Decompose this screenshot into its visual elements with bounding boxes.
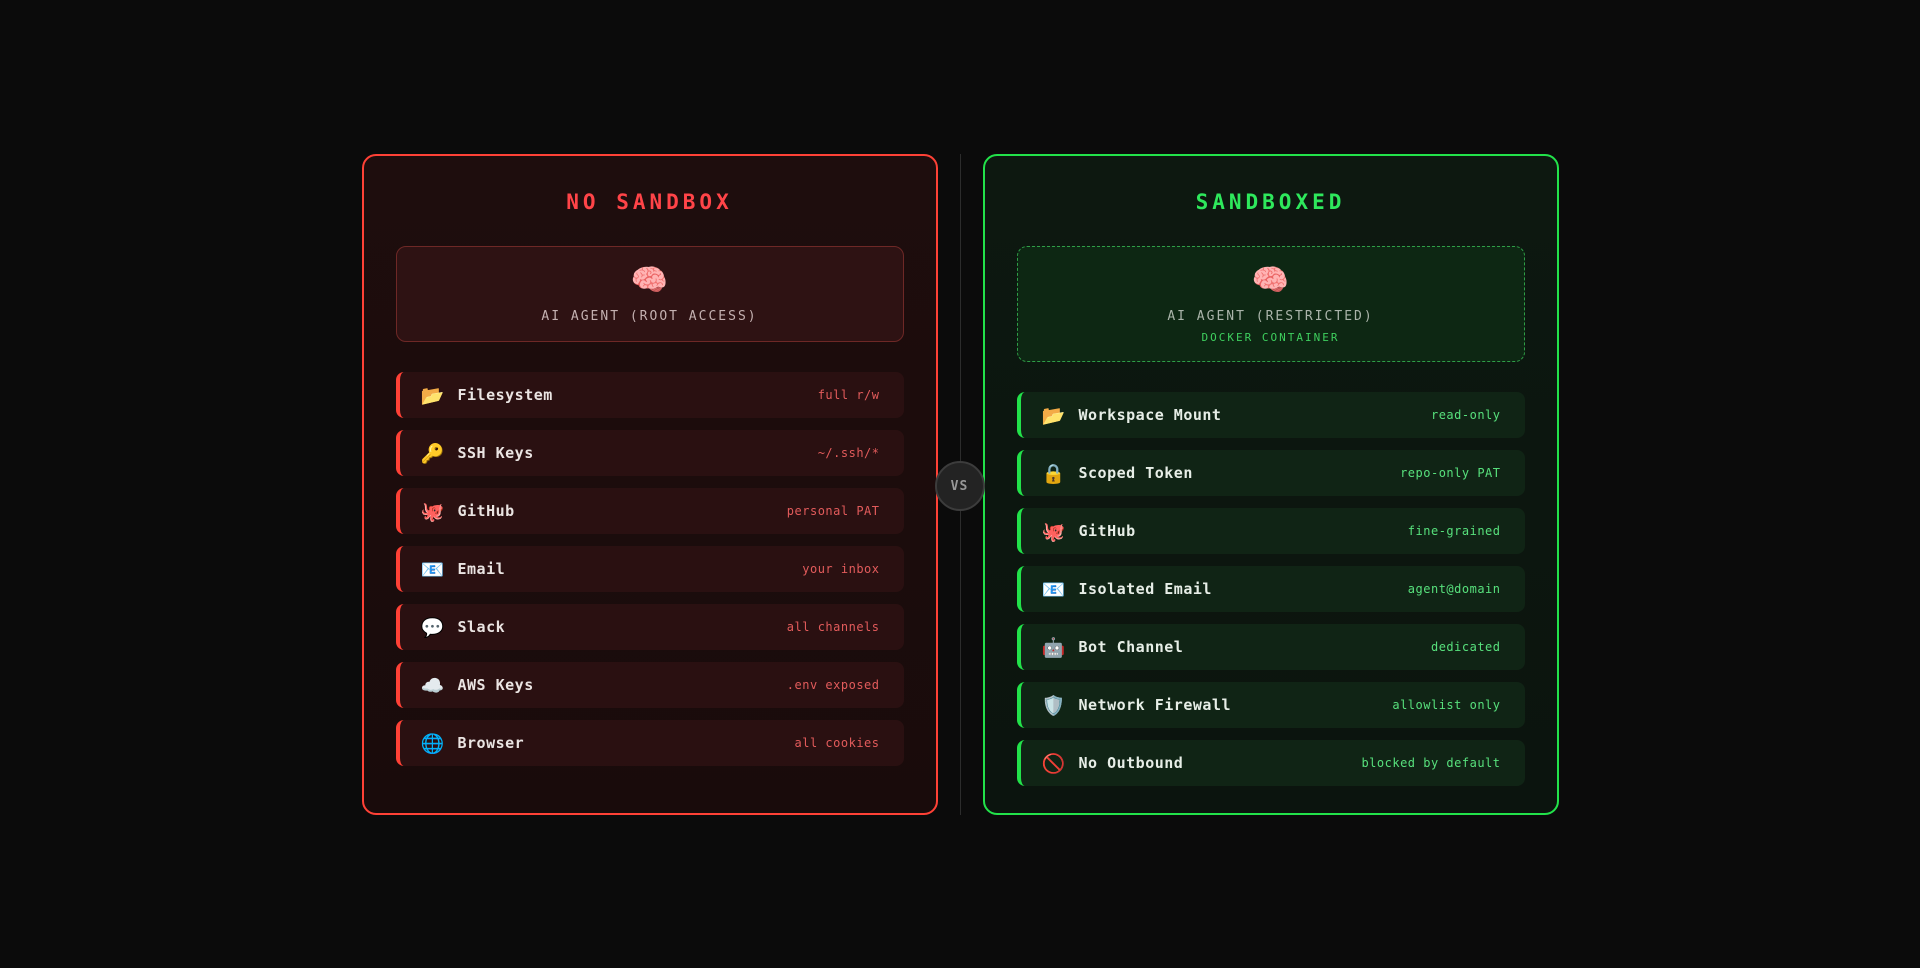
access-row: 📂 Workspace Mount read-only <box>1016 392 1525 438</box>
sandboxed-access-list: 📂 Workspace Mount read-only 🔒 Scoped Tok… <box>1016 392 1525 786</box>
robot-icon: 🤖 <box>1041 636 1066 659</box>
no-sandbox-title: NO SANDBOX <box>566 190 733 214</box>
access-row-label: Workspace Mount <box>1078 406 1222 424</box>
access-row: 🚫 No Outbound blocked by default <box>1016 740 1525 786</box>
access-row-value: your inbox <box>802 562 880 576</box>
access-row: 💬 Slack all channels <box>395 604 904 650</box>
access-row-value: allowlist only <box>1392 698 1501 712</box>
access-row-label: Bot Channel <box>1078 638 1184 656</box>
folder-icon: 📂 <box>1041 404 1066 427</box>
access-row-value: .env exposed <box>786 678 880 692</box>
sandboxed-panel: SANDBOXED 🧠 AI AGENT (RESTRICTED) DOCKER… <box>982 154 1559 815</box>
access-row-label: Slack <box>457 618 506 636</box>
octopus-icon: 🐙 <box>1041 520 1066 543</box>
access-row: 🌐 Browser all cookies <box>395 720 904 766</box>
lock-icon: 🔒 <box>1041 462 1066 485</box>
access-row-label: Browser <box>457 734 525 752</box>
access-row-label: GitHub <box>457 502 515 520</box>
globe-icon: 🌐 <box>420 732 445 755</box>
access-row: 🔒 Scoped Token repo-only PAT <box>1016 450 1525 496</box>
access-row-value: ~/.ssh/* <box>817 446 880 460</box>
cloud-icon: ☁️ <box>420 674 445 697</box>
folder-icon: 📂 <box>420 384 445 407</box>
email-icon: 📧 <box>420 558 445 581</box>
agent-card-title: AI AGENT (RESTRICTED) <box>1167 309 1374 324</box>
access-row: 📂 Filesystem full r/w <box>395 372 904 418</box>
access-row-value: repo-only PAT <box>1400 466 1501 480</box>
access-row-label: GitHub <box>1078 522 1136 540</box>
access-row: 🔑 SSH Keys ~/.ssh/* <box>395 430 904 476</box>
access-row-label: Email <box>457 560 506 578</box>
access-row-label: Scoped Token <box>1078 464 1193 482</box>
access-row-label: SSH Keys <box>457 444 534 462</box>
access-row: 🐙 GitHub personal PAT <box>395 488 904 534</box>
agent-card-root-access: 🧠 AI AGENT (ROOT ACCESS) <box>395 246 904 342</box>
access-row-label: Isolated Email <box>1078 580 1212 598</box>
docker-container-subtitle: DOCKER CONTAINER <box>1201 331 1340 344</box>
access-row-value: agent@domain <box>1407 582 1501 596</box>
octopus-icon: 🐙 <box>420 500 445 523</box>
access-row-value: read-only <box>1430 408 1501 422</box>
access-row: 📧 Email your inbox <box>395 546 904 592</box>
access-row-value: dedicated <box>1430 640 1501 654</box>
access-row-label: No Outbound <box>1078 754 1184 772</box>
access-row: 🛡️ Network Firewall allowlist only <box>1016 682 1525 728</box>
access-row-value: fine-grained <box>1407 524 1501 538</box>
access-row: 📧 Isolated Email agent@domain <box>1016 566 1525 612</box>
access-row: 🤖 Bot Channel dedicated <box>1016 624 1525 670</box>
access-row-value: personal PAT <box>786 504 880 518</box>
sandboxed-title: SANDBOXED <box>1195 190 1346 214</box>
agent-card-title: AI AGENT (ROOT ACCESS) <box>541 309 758 324</box>
speech-balloon-icon: 💬 <box>420 616 445 639</box>
key-icon: 🔑 <box>420 442 445 465</box>
access-row-value: all cookies <box>794 736 880 750</box>
no-sandbox-access-list: 📂 Filesystem full r/w 🔑 SSH Keys ~/.ssh/… <box>395 372 904 766</box>
access-row-value: full r/w <box>817 388 880 402</box>
access-row-label: Network Firewall <box>1078 696 1231 714</box>
access-row: 🐙 GitHub fine-grained <box>1016 508 1525 554</box>
shield-icon: 🛡️ <box>1041 694 1066 717</box>
vs-label: VS <box>950 478 969 494</box>
access-row-value: all channels <box>786 620 880 634</box>
comparison-stage: VS NO SANDBOX 🧠 AI AGENT (ROOT ACCESS) 📂… <box>361 154 1559 815</box>
vs-badge: VS <box>934 461 985 511</box>
access-row-value: blocked by default <box>1361 756 1501 770</box>
brain-icon: 🧠 <box>1251 263 1290 298</box>
access-row-label: AWS Keys <box>457 676 534 694</box>
agent-card-restricted: 🧠 AI AGENT (RESTRICTED) DOCKER CONTAINER <box>1016 246 1525 362</box>
access-row: ☁️ AWS Keys .env exposed <box>395 662 904 708</box>
email-icon: 📧 <box>1041 578 1066 601</box>
no-sandbox-panel: NO SANDBOX 🧠 AI AGENT (ROOT ACCESS) 📂 Fi… <box>361 154 938 815</box>
no-entry-icon: 🚫 <box>1041 752 1066 775</box>
brain-icon: 🧠 <box>630 263 669 298</box>
access-row-label: Filesystem <box>457 386 553 404</box>
